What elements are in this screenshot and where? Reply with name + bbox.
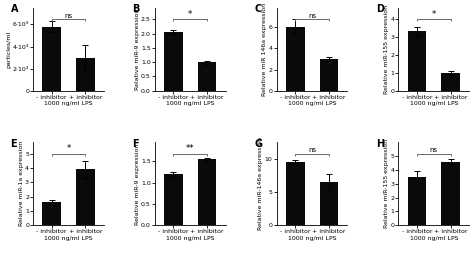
- Y-axis label: Relative miR-9 expression: Relative miR-9 expression: [135, 9, 139, 90]
- Bar: [198, 159, 217, 225]
- Text: ns: ns: [64, 13, 73, 19]
- Bar: [76, 57, 95, 91]
- Bar: [76, 169, 95, 225]
- Y-axis label: Relative miR-155 expression: Relative miR-155 expression: [384, 139, 389, 228]
- X-axis label: 1000 ng/ml LPS: 1000 ng/ml LPS: [166, 236, 215, 241]
- X-axis label: 1000 ng/ml LPS: 1000 ng/ml LPS: [288, 101, 337, 106]
- Bar: [319, 182, 338, 225]
- Bar: [408, 31, 426, 91]
- Text: ns: ns: [308, 13, 316, 19]
- Bar: [164, 174, 183, 225]
- X-axis label: 1000 ng/ml LPS: 1000 ng/ml LPS: [410, 236, 458, 241]
- Y-axis label: Relative miR-146a expression: Relative miR-146a expression: [258, 137, 264, 230]
- X-axis label: 1000 ng/ml LPS: 1000 ng/ml LPS: [288, 236, 337, 241]
- Bar: [441, 162, 460, 225]
- Text: ns: ns: [308, 147, 316, 153]
- X-axis label: 1000 ng/ml LPS: 1000 ng/ml LPS: [410, 101, 458, 106]
- Text: D: D: [376, 4, 384, 15]
- Y-axis label: Relative miR-1a expression: Relative miR-1a expression: [18, 141, 24, 226]
- Text: G: G: [254, 139, 262, 149]
- Y-axis label: Relative miR 146a expression: Relative miR 146a expression: [262, 3, 267, 96]
- Text: *: *: [66, 144, 71, 153]
- Bar: [286, 162, 304, 225]
- Bar: [441, 73, 460, 91]
- X-axis label: 1000 ng/ml LPS: 1000 ng/ml LPS: [45, 236, 93, 241]
- Text: *: *: [188, 10, 192, 19]
- Text: F: F: [132, 139, 139, 149]
- Bar: [408, 177, 426, 225]
- Bar: [286, 27, 304, 91]
- Text: *: *: [432, 10, 436, 19]
- Y-axis label: particles/ml: particles/ml: [6, 31, 11, 68]
- Bar: [319, 59, 338, 91]
- Text: C: C: [254, 4, 261, 15]
- Bar: [164, 32, 183, 91]
- Bar: [43, 27, 61, 91]
- Y-axis label: Relative miR-9 expression: Relative miR-9 expression: [135, 143, 140, 225]
- Text: B: B: [132, 4, 140, 15]
- Text: **: **: [186, 144, 195, 153]
- X-axis label: 1000 ng/ml LPS: 1000 ng/ml LPS: [166, 101, 215, 106]
- Text: ns: ns: [430, 147, 438, 153]
- X-axis label: 1000 ng/ml LPS: 1000 ng/ml LPS: [45, 101, 93, 106]
- Text: A: A: [10, 4, 18, 15]
- Bar: [43, 203, 61, 225]
- Bar: [198, 62, 217, 91]
- Text: H: H: [376, 139, 384, 149]
- Y-axis label: Relative miR-155 expression: Relative miR-155 expression: [384, 5, 389, 94]
- Text: E: E: [10, 139, 17, 149]
